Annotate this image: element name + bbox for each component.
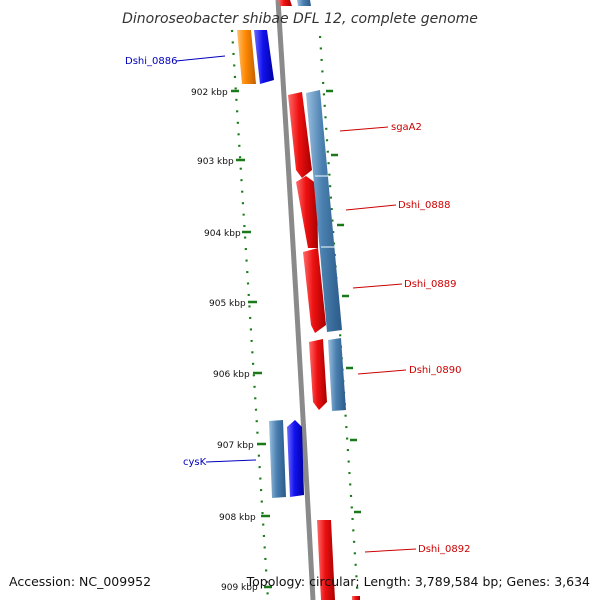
kbp-tick-label: 903 kbp — [197, 157, 234, 167]
kbp-tick-label: 909 kbp — [221, 583, 258, 593]
kbp-tick-label: 905 kbp — [209, 299, 246, 309]
gene-feature-red-top[interactable] — [278, 0, 292, 6]
gene-label-dshi0890[interactable]: Dshi_0890 — [357, 365, 461, 376]
gene-feature-steel-top[interactable] — [297, 0, 311, 6]
kbp-tick-label: 907 kbp — [217, 441, 254, 451]
gene-feature-dshi0888[interactable] — [296, 176, 318, 248]
kbp-tick-907: 907 kbp — [217, 438, 357, 451]
gene-label-dshi0889[interactable]: Dshi_0889 — [352, 279, 456, 290]
leader-line — [175, 55, 226, 62]
gene-feature-orange[interactable] — [237, 30, 256, 84]
kbp-tick-902: 902 kbp — [191, 88, 333, 98]
gene-label-text: Dshi_0886 — [125, 56, 177, 67]
gene-label-cysk[interactable]: cysK — [183, 457, 257, 468]
kbp-tick-905: 905 kbp — [209, 294, 349, 309]
gene-feature-small-bottom[interactable] — [352, 596, 360, 600]
gene-label-dshi0892[interactable]: Dshi_0892 — [364, 544, 470, 555]
gene-feature-steel-cysk[interactable] — [269, 420, 286, 498]
gene-label-text: sgaA2 — [391, 122, 422, 133]
leader-line — [345, 204, 397, 211]
gene-feature-dshi0890[interactable] — [309, 339, 327, 410]
gene-label-text: Dshi_0892 — [418, 544, 470, 555]
leader-line — [205, 459, 257, 463]
kbp-tick-903: 903 kbp — [197, 153, 338, 167]
kbp-tick-904: 904 kbp — [204, 223, 344, 239]
gene-feature-blue[interactable] — [254, 30, 274, 84]
map-title: Dinoroseobacter shibae DFL 12, complete … — [122, 11, 478, 27]
gene-feature-cysk[interactable] — [287, 420, 304, 497]
gene-label-text: cysK — [183, 457, 207, 468]
kbp-tick-909: 909 kbp — [221, 583, 272, 593]
kbp-tick-label: 908 kbp — [219, 513, 256, 523]
gene-features — [237, 0, 360, 600]
topology-text: Topology: circular; Length: 3,789,584 bp… — [246, 574, 590, 589]
leader-line — [339, 126, 389, 132]
leader-line — [352, 283, 403, 289]
kbp-tick-908: 908 kbp — [219, 510, 361, 523]
gene-labels: Dshi_0886 sgaA2 Dshi_0888 Dshi_0889 Dshi… — [125, 55, 470, 555]
gene-feature-dshi0892[interactable] — [317, 520, 335, 600]
leader-line — [357, 369, 407, 375]
kbp-tick-label: 906 kbp — [213, 370, 250, 380]
gene-feature-sgaA2[interactable] — [288, 92, 312, 178]
kbp-tick-label: 902 kbp — [191, 88, 228, 98]
gene-label-sgaa2[interactable]: sgaA2 — [339, 122, 422, 133]
kbp-tick-906: 906 kbp — [213, 366, 353, 380]
gene-label-text: Dshi_0888 — [398, 200, 450, 211]
gene-label-dshi0886[interactable]: Dshi_0886 — [125, 55, 226, 67]
kbp-ruler: 902 kbp 903 kbp 904 kbp 905 kbp 906 kbp … — [191, 29, 361, 600]
leader-line — [364, 548, 417, 553]
gene-label-text: Dshi_0889 — [404, 279, 456, 290]
gene-feature-steel-0890[interactable] — [328, 338, 346, 411]
genome-backbone — [275, 0, 316, 600]
gene-feature-dshi0889[interactable] — [303, 248, 326, 333]
kbp-tick-label: 904 kbp — [204, 229, 241, 239]
accession-text: Accession: NC_009952 — [9, 574, 151, 589]
gene-label-text: Dshi_0890 — [409, 365, 461, 376]
gene-label-dshi0888[interactable]: Dshi_0888 — [345, 200, 450, 211]
gene-feature-steel-long[interactable] — [306, 90, 342, 332]
